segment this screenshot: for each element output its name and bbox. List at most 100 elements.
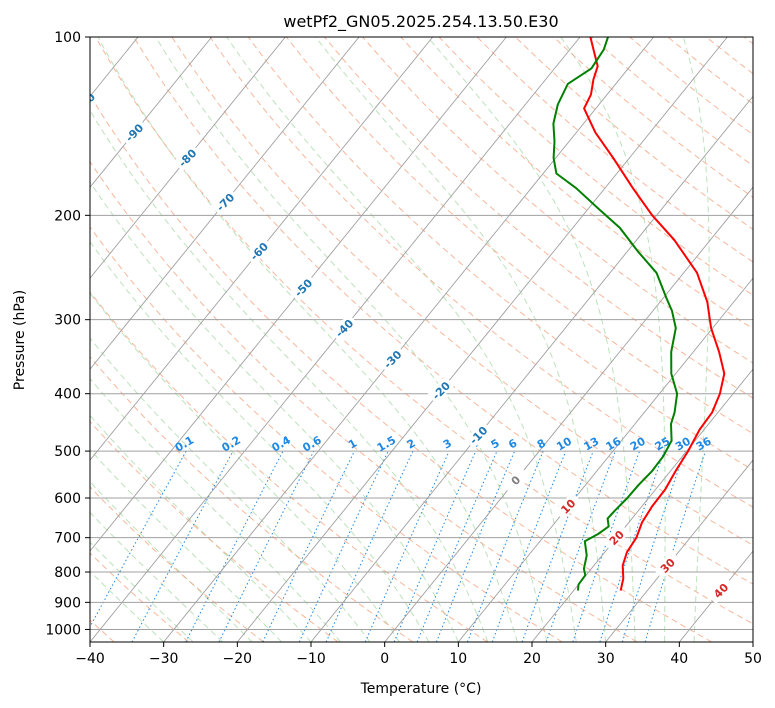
isotherm-line bbox=[163, 37, 655, 642]
moist-adiabat-line bbox=[90, 337, 371, 642]
mixing-ratio-line bbox=[467, 450, 544, 642]
moist-adiabat-line bbox=[90, 511, 223, 642]
y-tick-label: 700 bbox=[54, 531, 81, 547]
moist-adiabat-line bbox=[90, 240, 430, 642]
isotherm-line bbox=[90, 37, 286, 279]
mixing-ratio-line bbox=[599, 450, 665, 642]
x-tick-label: −10 bbox=[296, 651, 326, 667]
mixing-ratio-line bbox=[218, 450, 315, 642]
y-tick-label: 800 bbox=[54, 565, 81, 581]
y-tick-label: 1000 bbox=[45, 622, 81, 638]
isotherm-label-bg bbox=[501, 466, 530, 494]
y-tick-label: 500 bbox=[54, 444, 81, 460]
y-tick-label: 600 bbox=[54, 491, 81, 507]
moist-adiabat-line bbox=[90, 448, 282, 642]
chart-title: wetPf2_GN05.2025.254.13.50.E30 bbox=[283, 12, 558, 32]
plot-frame bbox=[89, 36, 754, 643]
dry-adiabat-line bbox=[90, 420, 339, 642]
isotherm-label-bg bbox=[602, 523, 630, 552]
x-tick-label: −20 bbox=[223, 651, 253, 667]
y-axis: 100 200 300 400 500 600 700 800 900 1000 bbox=[45, 30, 90, 638]
x-tick-label: 50 bbox=[744, 651, 762, 667]
y-tick-label: 100 bbox=[54, 30, 81, 46]
mixing-ratio-line bbox=[435, 450, 516, 642]
x-axis-label: Temperature (°C) bbox=[360, 681, 482, 697]
mixing-ratio-line bbox=[131, 450, 234, 642]
y-tick-label: 200 bbox=[54, 208, 81, 224]
dry-adiabat-line bbox=[247, 37, 753, 471]
isotherm-line bbox=[90, 37, 360, 370]
x-tick-label: 30 bbox=[597, 651, 615, 667]
x-tick-label: 10 bbox=[449, 651, 467, 667]
moist-adiabat-line bbox=[427, 37, 636, 642]
isotherm-line bbox=[90, 37, 581, 642]
isotherm-label-bg bbox=[378, 345, 407, 373]
moist-adiabat-line bbox=[90, 570, 165, 642]
moist-adiabat-line bbox=[90, 109, 489, 642]
dry-adiabat-line bbox=[95, 37, 753, 625]
mixing-ratio-line bbox=[185, 450, 284, 642]
x-tick-label: −40 bbox=[75, 651, 105, 667]
isotherm-line bbox=[90, 37, 434, 461]
dry-adiabat-line bbox=[90, 226, 563, 642]
y-tick-label: 400 bbox=[54, 387, 81, 403]
isotherm-line bbox=[90, 37, 507, 552]
mixing-ratio-line bbox=[416, 450, 498, 642]
mixing-ratio-line bbox=[644, 450, 706, 642]
dry-adiabat-line bbox=[209, 37, 753, 508]
dry-adiabat-line bbox=[90, 291, 488, 642]
dry-adiabat-line bbox=[400, 37, 753, 330]
moist-adiabat-line bbox=[90, 292, 400, 642]
dry-adiabat-line bbox=[133, 37, 753, 585]
mixing-ratio-lines bbox=[90, 450, 706, 642]
sounding-series bbox=[552, 37, 726, 591]
isotherm-label-bg bbox=[553, 492, 582, 520]
isotherm-line bbox=[457, 277, 753, 642]
mixing-ratio-line bbox=[364, 450, 450, 642]
isotherm-label-bg bbox=[706, 576, 735, 605]
isotherm-label-bg bbox=[173, 143, 201, 172]
moist-adiabat-line bbox=[97, 37, 518, 642]
isotherm-label-bg bbox=[653, 551, 682, 579]
isotherm-label-bg bbox=[289, 273, 317, 302]
x-tick-label: 20 bbox=[523, 651, 541, 667]
dry-adiabat-line bbox=[90, 94, 712, 642]
isotherm-line bbox=[236, 37, 728, 642]
mixing-ratio-line bbox=[90, 450, 187, 628]
isotherm-label-bg bbox=[244, 237, 273, 265]
isotherm-line bbox=[310, 95, 753, 642]
moist-adiabat-line bbox=[90, 481, 253, 642]
pressure-gridlines bbox=[90, 37, 753, 630]
dry-adiabat-line bbox=[90, 552, 190, 642]
moist-adiabat-line bbox=[560, 37, 666, 642]
isotherm-label-bg bbox=[330, 313, 358, 342]
isotherm-label-bg bbox=[120, 118, 148, 147]
isotherm-label-bg bbox=[211, 187, 239, 216]
moist-adiabat-line bbox=[315, 37, 607, 642]
isotherm-label-bg bbox=[426, 376, 455, 404]
x-tick-label: 40 bbox=[670, 651, 688, 667]
mixing-ratio-line bbox=[491, 450, 567, 642]
dry-adiabat-line bbox=[90, 160, 638, 642]
moist-adiabat-line bbox=[682, 37, 710, 642]
temperature-line bbox=[583, 37, 726, 591]
x-axis: −40 −30 −20 −10 0 10 20 30 40 50 bbox=[75, 642, 762, 667]
isotherm-line bbox=[384, 186, 753, 642]
dewpoint-line bbox=[552, 37, 679, 591]
isotherm-label-bg bbox=[464, 421, 492, 449]
mixing-ratio-line bbox=[545, 450, 616, 642]
moist-adiabat-line bbox=[90, 377, 341, 642]
x-tick-label: −30 bbox=[149, 651, 179, 667]
moist-adiabat-line bbox=[90, 541, 194, 642]
mixing-ratio-line bbox=[521, 450, 594, 642]
moist-adiabat-line bbox=[226, 37, 577, 642]
x-tick-label: 0 bbox=[380, 651, 389, 667]
isotherm-line bbox=[605, 459, 753, 642]
y-tick-label: 900 bbox=[54, 595, 81, 611]
mixing-ratio-line bbox=[572, 450, 641, 642]
y-axis-label: Pressure (hPa) bbox=[12, 290, 28, 390]
dry-adiabat-line bbox=[438, 37, 753, 296]
y-tick-label: 300 bbox=[54, 313, 81, 329]
